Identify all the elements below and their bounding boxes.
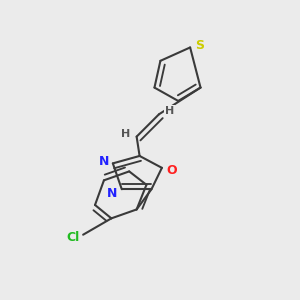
Text: H: H <box>121 129 130 139</box>
Text: N: N <box>99 155 109 168</box>
Text: S: S <box>195 40 204 52</box>
Text: Cl: Cl <box>66 231 79 244</box>
Text: O: O <box>167 164 177 177</box>
Text: H: H <box>165 106 175 116</box>
Text: N: N <box>107 187 117 200</box>
